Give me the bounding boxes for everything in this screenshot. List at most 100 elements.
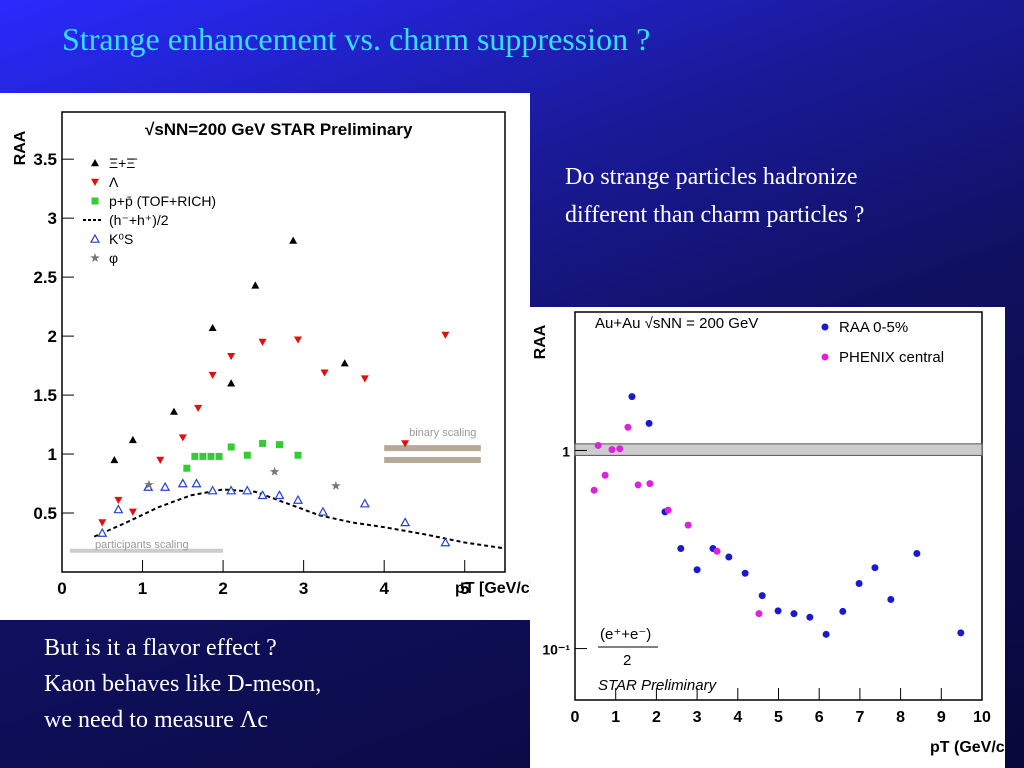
marker-open-triangle	[160, 481, 171, 491]
marker-circle	[601, 471, 609, 479]
marker-triangle	[227, 379, 236, 387]
x-tick-label: 6	[815, 709, 824, 726]
x-tick-label: 10	[973, 709, 991, 726]
marker-triangle-down	[128, 508, 137, 516]
marker-circle	[755, 610, 763, 618]
y-tick-label: 3.5	[33, 150, 57, 169]
marker-circle	[957, 629, 965, 637]
marker-triangle-down	[114, 496, 123, 505]
y-tick-label: 1	[562, 443, 570, 459]
x-tick-label: 4	[379, 579, 389, 598]
marker-circle	[664, 506, 672, 514]
reference-band	[574, 443, 983, 456]
marker-open-triangle	[226, 485, 237, 495]
legend-label: K⁰S	[109, 231, 133, 247]
marker-triangle	[169, 407, 178, 415]
marker-circle	[741, 569, 749, 577]
plot-frame	[61, 111, 506, 573]
marker-circle	[624, 423, 632, 431]
x-tick-label: 5	[460, 579, 469, 598]
reference-curve	[93, 488, 506, 550]
marker-triangle-down	[258, 338, 267, 346]
marker-circle	[806, 613, 814, 621]
x-tick-label: 1	[611, 709, 620, 726]
y-axis-label: RAA	[532, 324, 549, 359]
x-tick-label: 0	[571, 709, 580, 726]
marker-circle	[590, 486, 598, 494]
legend-label: Λ	[109, 174, 119, 190]
note-line: But is it a flavor effect ?	[44, 635, 277, 661]
y-tick-label: 10⁻¹	[542, 642, 570, 658]
marker-circle	[822, 630, 830, 638]
marker-circle	[790, 610, 798, 618]
marker-open-triangle	[400, 517, 411, 527]
marker-triangle	[251, 281, 260, 289]
chart-title: Au+Au √sNN = 200 GeV	[595, 315, 758, 332]
legend-swatch	[90, 253, 100, 262]
marker-triangle-down	[208, 371, 217, 380]
x-tick-label: 4	[733, 709, 742, 726]
marker-square	[215, 452, 223, 460]
marker-circle	[677, 544, 685, 552]
marker-triangle-down	[227, 352, 236, 361]
marker-square	[227, 443, 235, 451]
marker-open-triangle	[207, 485, 218, 495]
note-line: we need to measure Λc	[44, 707, 268, 733]
marker-square	[191, 452, 199, 460]
band-label: binary scaling	[409, 427, 476, 439]
x-axis-label: pT [GeV/c]	[455, 580, 530, 597]
legend-swatch	[91, 197, 99, 205]
marker-triangle-down	[320, 369, 329, 377]
marker-triangle-down	[441, 331, 450, 339]
question-line: different than charm particles ?	[565, 202, 865, 228]
marker-star	[331, 480, 341, 490]
chart-charm: 0 1 2 3 4 5 6 7 8 9 10 10⁻¹ 1 Au+Au √sNN = 200 GeV pT …	[530, 307, 1005, 768]
marker-circle	[713, 547, 721, 555]
marker-triangle-down	[178, 434, 187, 442]
marker-circle	[608, 446, 616, 454]
marker-circle	[634, 481, 642, 489]
slide-title: Strange enhancement vs. charm suppressio…	[62, 21, 651, 57]
legend-label: φ	[109, 250, 118, 266]
legend-swatch	[821, 353, 829, 361]
x-tick-label: 1	[138, 579, 147, 598]
marker-circle	[645, 419, 653, 427]
marker-square	[259, 439, 267, 447]
x-tick-label: 2	[652, 709, 661, 726]
marker-square	[275, 441, 283, 449]
y-tick-label: 0.5	[33, 504, 57, 523]
y-tick-label: 3	[48, 209, 57, 228]
participants-label: participants scaling	[95, 539, 189, 551]
marker-open-triangle	[317, 506, 328, 516]
x-tick-label: 3	[693, 709, 702, 726]
marker-open-triangle	[191, 478, 202, 488]
marker-open-triangle	[257, 490, 268, 500]
marker-triangle-down	[194, 404, 203, 413]
note-line: Kaon behaves like D-meson,	[44, 671, 322, 697]
legend-swatch	[91, 178, 99, 186]
marker-circle	[839, 607, 847, 615]
y-tick-label: 1.5	[33, 386, 57, 405]
marker-circle	[693, 566, 701, 574]
legend-label: p+p̄ (TOF+RICH)	[109, 193, 216, 209]
legend-label: RAA 0-5%	[839, 319, 908, 336]
marker-open-triangle	[97, 527, 108, 537]
marker-open-triangle	[359, 498, 370, 508]
question: Do strange particles hadronize different…	[565, 158, 864, 234]
marker-triangle	[110, 455, 119, 464]
chart-strange: binary scaling participants scaling 0 1 2 3 4 5…	[0, 93, 530, 620]
marker-square	[183, 464, 191, 472]
marker-triangle-down	[293, 336, 302, 344]
marker-circle	[646, 480, 654, 488]
legend-swatch	[91, 159, 99, 167]
x-axis-label: pT (GeV/c)	[930, 739, 1005, 756]
x-tick-label: 8	[896, 709, 905, 726]
marker-square	[207, 452, 215, 460]
marker-open-triangle	[113, 504, 124, 514]
y-tick-label: 2.5	[33, 268, 57, 287]
legend-label: (h⁻+h⁺)/2	[109, 212, 169, 228]
marker-square	[294, 451, 302, 459]
marker-square	[243, 451, 251, 459]
marker-triangle	[289, 236, 298, 244]
